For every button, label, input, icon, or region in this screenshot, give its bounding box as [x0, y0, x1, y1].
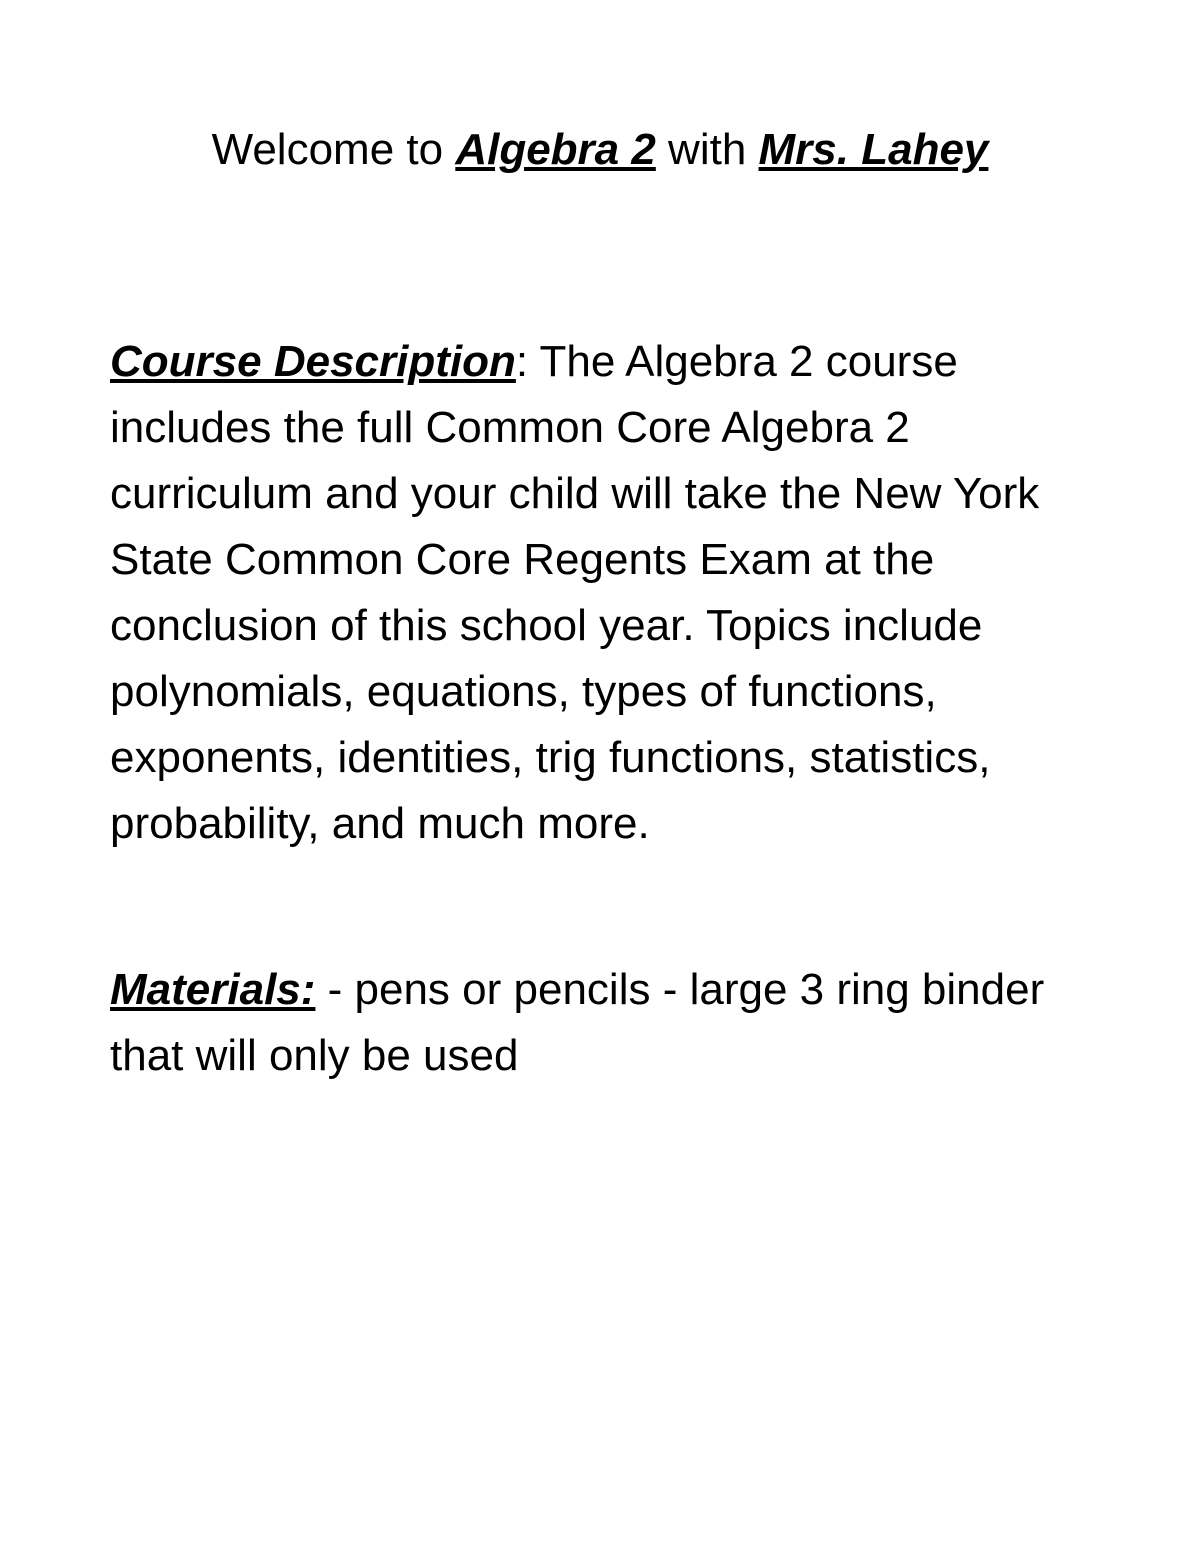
- course-description-heading: Course Description: [110, 337, 516, 386]
- course-description-body: The Algebra 2 course includes the full C…: [110, 337, 1039, 848]
- course-description-colon: :: [516, 337, 540, 386]
- teacher-name: Mrs. Lahey: [759, 125, 989, 174]
- course-name: Algebra 2: [455, 125, 656, 174]
- welcome-prefix: Welcome to: [212, 125, 456, 174]
- course-description-paragraph: Course Description: The Algebra 2 course…: [110, 329, 1090, 857]
- page-title: Welcome to Algebra 2 with Mrs. Lahey: [110, 120, 1090, 179]
- materials-paragraph: Materials: - pens or pencils - large 3 r…: [110, 957, 1090, 1089]
- with-text: with: [656, 125, 759, 174]
- materials-heading: Materials:: [110, 965, 315, 1014]
